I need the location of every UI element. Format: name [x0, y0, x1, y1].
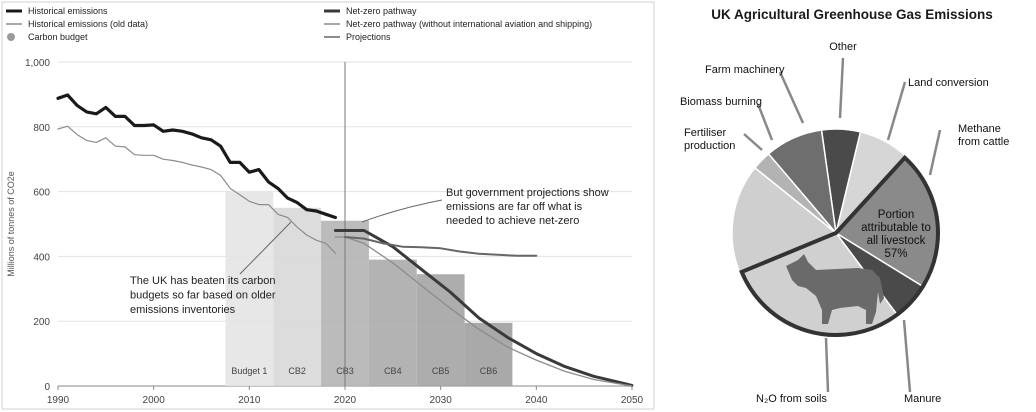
series-line-projections: [344, 236, 538, 257]
legend-label-historical-emissions: Historical emissions: [28, 6, 108, 16]
callout-leader-manure: [902, 319, 912, 393]
pie-slice-fertiliser-production: [731, 166, 838, 274]
series-line-historical-emissions-old-data: [57, 125, 336, 254]
livestock-share-label: all livestock: [867, 235, 926, 247]
livestock-outline: [739, 154, 940, 337]
carbon-budget-label-cb6: CB6: [480, 366, 498, 376]
legend-label-net-zero-pathway-without-international-aviation-and-shipping: Net-zero pathway (without international …: [346, 19, 592, 29]
agri-ghg-pie-chart: UK Agricultural Greenhouse Gas Emissions…: [680, 7, 1009, 405]
carbon-budget-label-budget-1: Budget 1: [231, 366, 267, 376]
x-tick-label: 2020: [334, 395, 357, 406]
callout-leader-methane: [928, 129, 942, 176]
legend-label-historical-emissions-old-data: Historical emissions (old data): [28, 19, 148, 29]
x-tick-label: 2040: [525, 395, 548, 406]
livestock-share-label: 57%: [884, 248, 907, 260]
carbon-budget-label-cb2: CB2: [288, 366, 306, 376]
x-tick-label: 1990: [47, 395, 70, 406]
annotation-leader-left: [239, 221, 292, 275]
annotation-projections: emissions are far off what is: [446, 201, 583, 213]
callout-label-methane: from cattle: [958, 136, 1009, 148]
annotation-leader-right: [361, 199, 443, 223]
pie-slice-farm-machinery: [767, 129, 838, 236]
callout-label-farm-machinery: Farm machinery: [705, 64, 785, 76]
callout-label-n-o-from-soils: N₂O from soils: [756, 393, 827, 405]
carbon-budget-bar-cb6: [464, 322, 513, 386]
callout-label-methane: Methane: [958, 123, 1001, 135]
callout-leader-land-conversion: [886, 81, 907, 141]
legend-label-carbon-budget: Carbon budget: [28, 32, 88, 42]
carbon-budget-bar-cb5: [416, 274, 465, 386]
livestock-share-label: attributable to: [861, 222, 931, 234]
callout-leader-fertiliser: [743, 133, 763, 151]
x-tick-label: 2030: [430, 395, 453, 406]
callout-label-land-conversion: Land conversion: [908, 77, 989, 89]
legend-label-net-zero-pathway: Net-zero pathway: [346, 6, 417, 16]
callout-label-fertiliser: production: [684, 140, 735, 152]
cow-icon: [786, 254, 884, 324]
y-tick-label: 800: [33, 123, 50, 134]
y-tick-label: 1,000: [25, 58, 50, 69]
annotation-old-inventories: The UK has beaten its carbon: [130, 275, 276, 287]
series-line-net-zero-pathway-without-international-aviation-and-shipping: [334, 236, 633, 387]
carbon-budget-label-cb4: CB4: [384, 366, 402, 376]
pie-title: UK Agricultural Greenhouse Gas Emissions: [711, 7, 993, 22]
callout-label-other: Other: [829, 41, 857, 53]
annotation-old-inventories: budgets so far based on older: [130, 290, 276, 302]
y-tick-label: 600: [33, 188, 50, 199]
annotation-old-inventories: emissions inventories: [130, 304, 236, 316]
y-tick-label: 400: [33, 252, 50, 263]
y-axis-title: Millions of tonnes of CO2e: [6, 171, 16, 277]
series-line-historical-emissions: [56, 93, 337, 220]
callout-label-biomass-burning: Biomass burning: [680, 96, 762, 108]
legend-label-projections: Projections: [346, 32, 391, 42]
callout-leader-other: [838, 57, 845, 119]
callout-label-fertiliser: Fertiliser: [684, 127, 727, 139]
carbon-budget-bar-cb4: [368, 259, 417, 386]
x-tick-label: 2010: [238, 395, 261, 406]
callout-leader-n-o-from-soils: [824, 337, 830, 393]
callout-label-manure: Manure: [904, 393, 941, 405]
carbon-budget-bar-cb2: [273, 207, 322, 386]
livestock-share-label: Portion: [878, 209, 914, 221]
series-line-net-zero-pathway: [333, 229, 634, 387]
x-tick-label: 2000: [143, 395, 166, 406]
callout-leader-biomass-burning: [756, 103, 774, 141]
carbon-budget-label-cb5: CB5: [432, 366, 450, 376]
emissions-line-chart: 0 200 400 600 800 1,000 1990 2000 2010 2020 2030 20…: [1, 1, 655, 410]
y-tick-label: 200: [33, 317, 50, 328]
chart-frame: [1, 1, 655, 410]
annotation-projections: needed to achieve net-zero: [446, 215, 579, 227]
legend-swatch-carbon-budget: [7, 33, 15, 41]
callout-leader-farm-machinery: [778, 71, 805, 124]
carbon-budget-bar-budget-1: [225, 191, 274, 386]
y-tick-label: 0: [44, 382, 50, 393]
annotation-projections: But government projections show: [446, 187, 609, 199]
x-tick-label: 2050: [621, 395, 644, 406]
